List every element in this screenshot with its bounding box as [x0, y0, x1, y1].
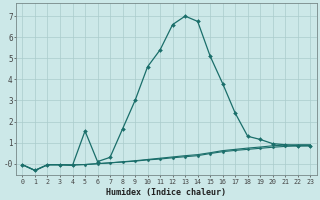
X-axis label: Humidex (Indice chaleur): Humidex (Indice chaleur) — [106, 188, 226, 197]
